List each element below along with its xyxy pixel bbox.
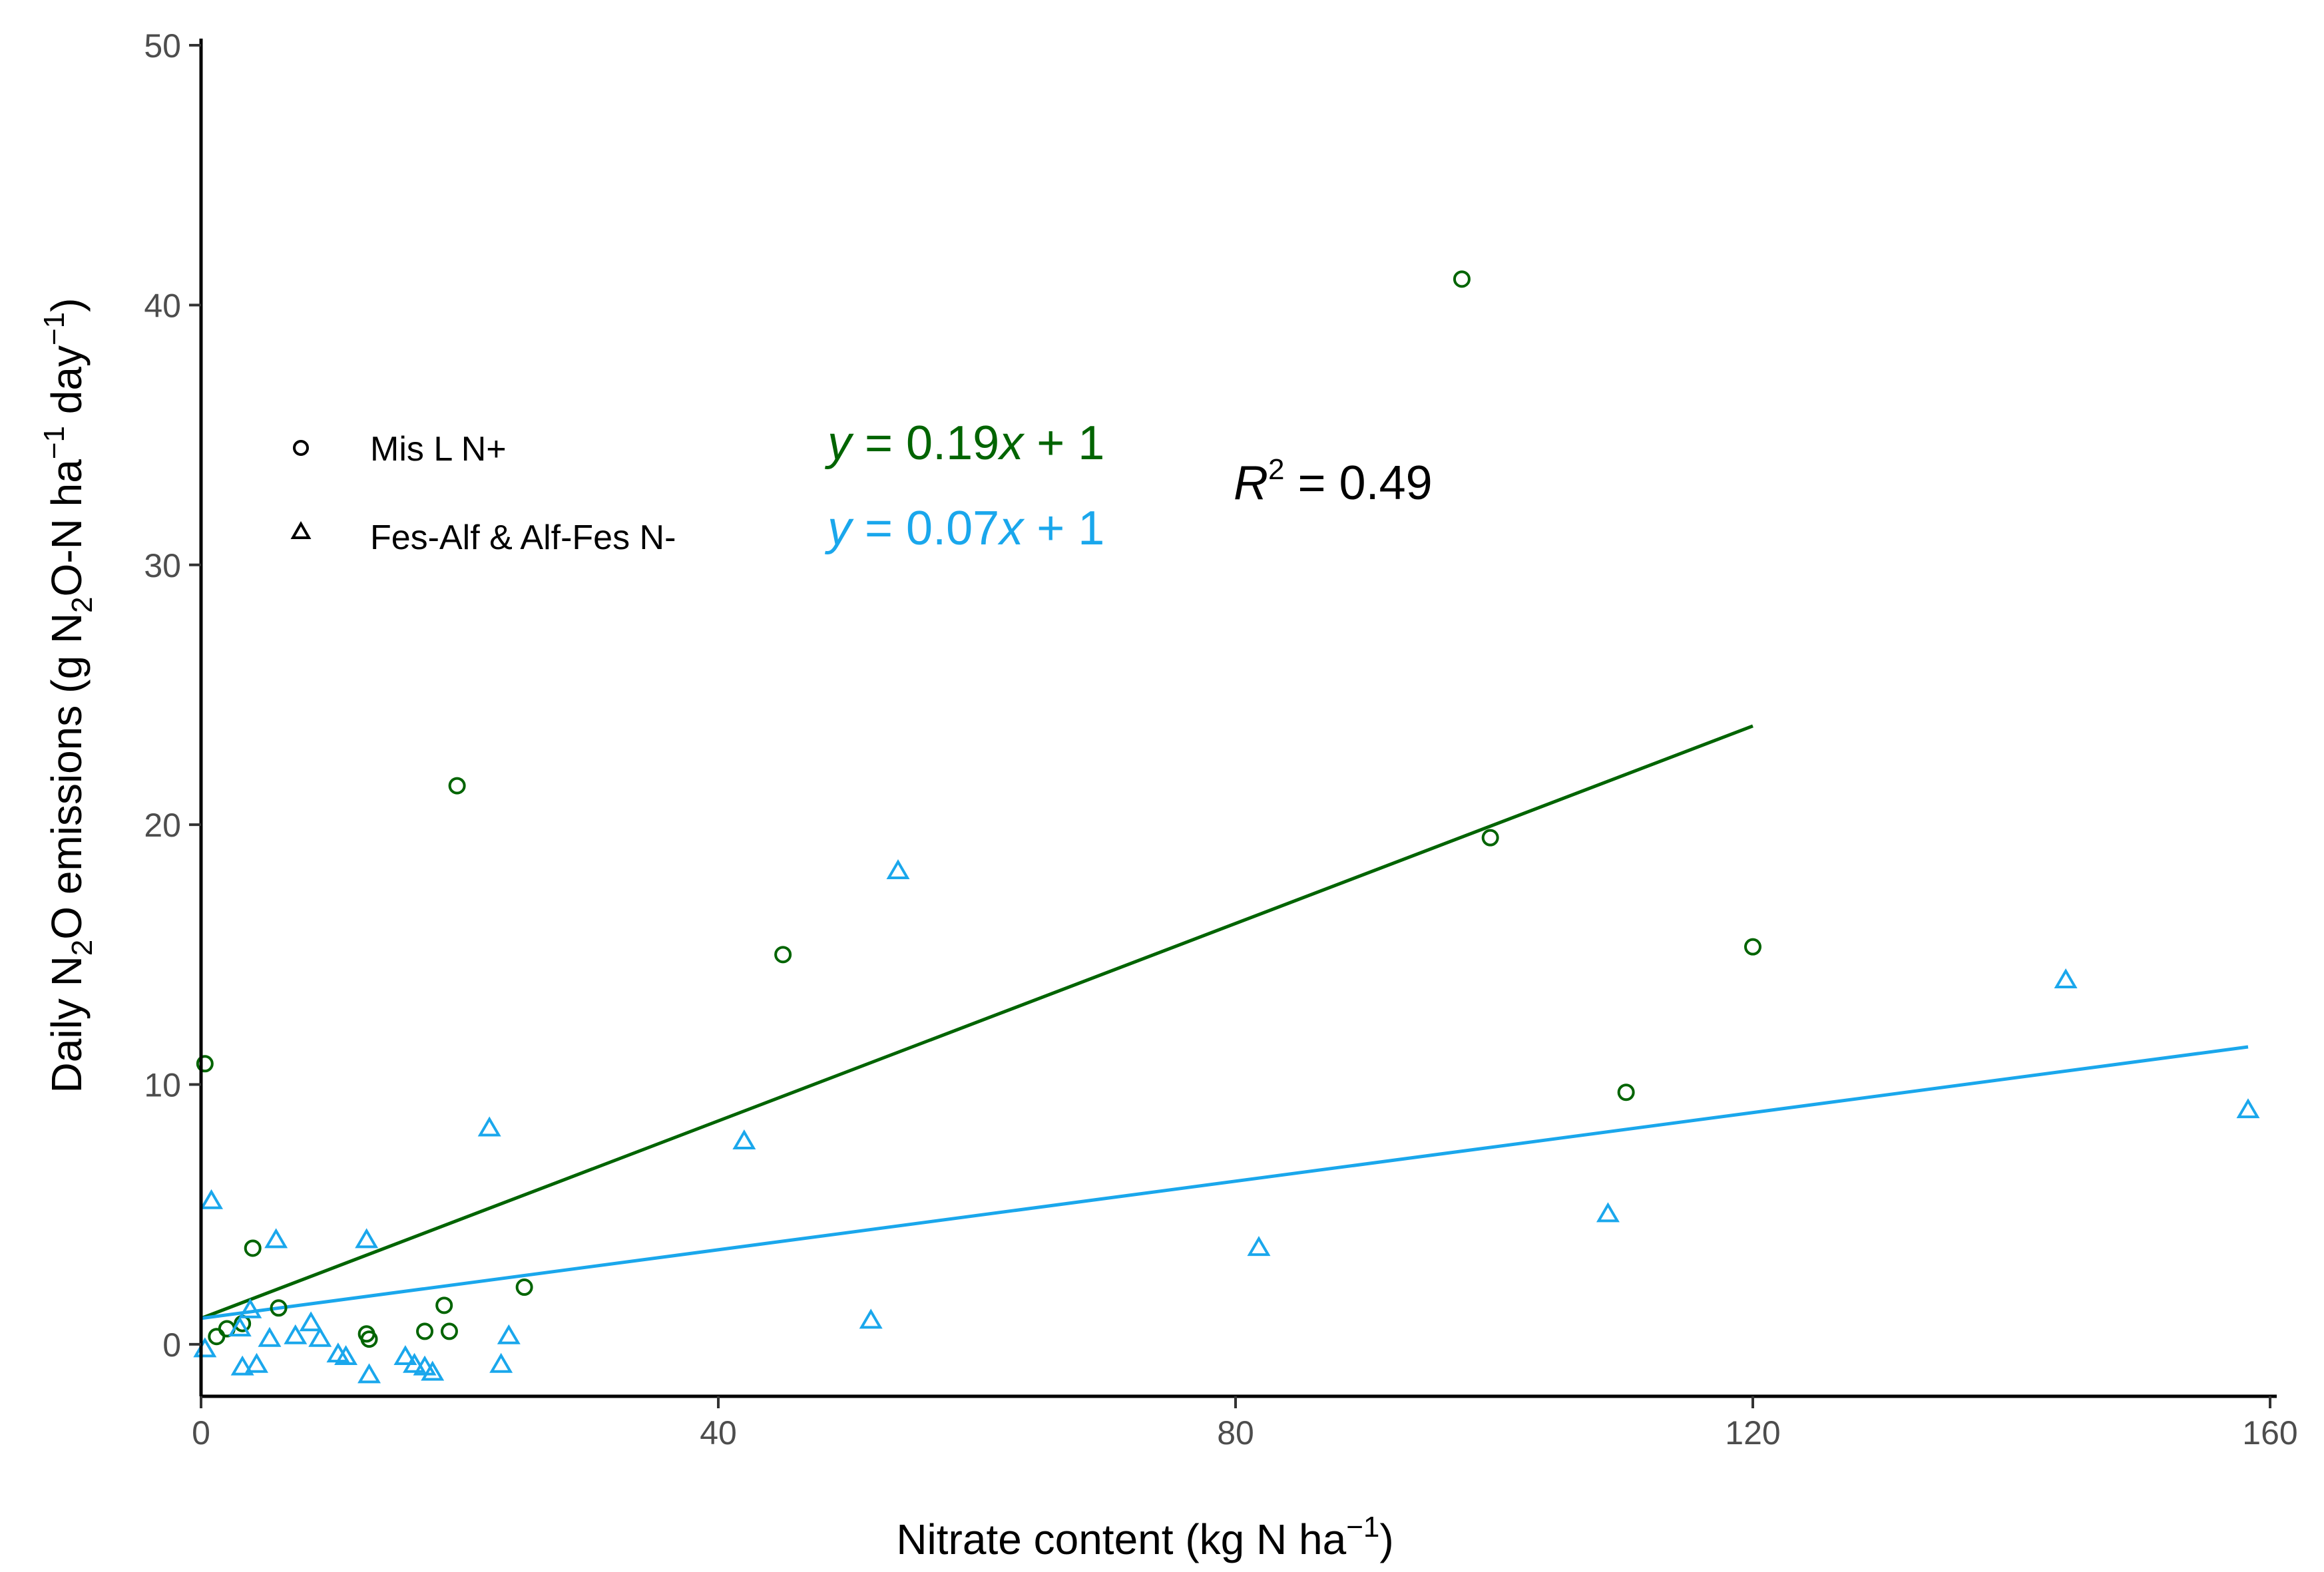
x-tick-label: 120 [1725, 1414, 1780, 1452]
data-point-triangle [403, 1352, 426, 1373]
data-point-circle [774, 946, 792, 964]
fit-line-series-1 [200, 1045, 2249, 1320]
y-tick-label: 40 [144, 287, 181, 324]
data-point-circle [1453, 270, 1471, 288]
legend-label-fes-alf: Fes-Alf & Alf-Fes N- [370, 518, 676, 557]
data-point-circle [196, 1055, 214, 1073]
data-point-circle [435, 1296, 453, 1314]
data-point-circle [1744, 938, 1761, 956]
data-point-triangle [238, 1298, 262, 1318]
x-axis-title: Nitrate content (kg N ha−1) [896, 1511, 1393, 1563]
data-point-circle [416, 1322, 434, 1340]
y-tick-label: 0 [162, 1326, 181, 1364]
data-point-triangle [245, 1352, 269, 1373]
data-point-triangle [393, 1345, 417, 1366]
data-point-circle [440, 1322, 458, 1340]
data-point-triangle [299, 1311, 323, 1332]
data-point-triangle [886, 859, 910, 880]
data-point-circle [515, 1278, 533, 1296]
x-tick-label: 0 [192, 1414, 210, 1452]
data-point-triangle [1247, 1236, 1271, 1257]
data-point-circle [244, 1239, 262, 1257]
y-tick-label: 10 [144, 1067, 181, 1104]
y-axis-title: Daily N2O emissions (g N2O-N ha−1 day−1) [38, 298, 99, 1093]
data-point-circle [1481, 829, 1499, 847]
equation-fes-alf: y = 0.07x + 1 [824, 502, 1104, 555]
axes: 0 40 80 120 160 0 10 20 30 40 50 [144, 27, 2297, 1452]
x-axis-ticks: 0 40 80 120 160 [192, 1396, 2298, 1452]
data-point-triangle [200, 1189, 224, 1209]
data-point-triangle [859, 1308, 883, 1329]
legend: Mis L N+ Fes-Alf & Alf-Fes N- [290, 430, 676, 557]
x-tick-label: 160 [2242, 1414, 2297, 1452]
data-point-triangle [284, 1324, 308, 1344]
data-point-triangle [264, 1228, 288, 1249]
data-point-triangle [355, 1228, 379, 1249]
equation-mis-l: y = 0.19x + 1 [824, 417, 1104, 470]
data-point-triangle [228, 1316, 252, 1337]
data-point-triangle [2054, 968, 2078, 988]
fit-line-series-0 [200, 724, 1753, 1320]
data-point-triangle [421, 1360, 445, 1381]
data-point-triangle [230, 1355, 254, 1376]
x-tick-label: 80 [1217, 1414, 1254, 1452]
x-tick-label: 40 [700, 1414, 737, 1452]
data-point-circle [270, 1299, 288, 1317]
data-point-circle [208, 1328, 226, 1346]
data-points [193, 270, 2260, 1384]
data-point-triangle [2236, 1098, 2260, 1119]
legend-label-mis-l: Mis L N+ [370, 430, 507, 469]
y-tick-label: 20 [144, 807, 181, 844]
legend-marker-circle [293, 440, 309, 456]
data-point-triangle [497, 1324, 521, 1344]
legend-marker-triangle [290, 520, 312, 539]
data-point-triangle [308, 1326, 332, 1347]
y-tick-label: 50 [144, 27, 181, 65]
r-squared-label: R2 = 0.49 [1234, 453, 1433, 510]
y-tick-label: 30 [144, 547, 181, 584]
data-point-circle [1617, 1083, 1635, 1101]
data-point-circle [360, 1330, 378, 1348]
data-point-triangle [732, 1129, 756, 1150]
y-axis-ticks: 0 10 20 30 40 50 [144, 27, 201, 1364]
data-point-triangle [357, 1363, 381, 1384]
data-point-triangle [258, 1326, 282, 1347]
data-point-triangle [489, 1352, 513, 1373]
data-point-triangle [477, 1116, 501, 1137]
fit-lines [200, 724, 2249, 1320]
data-point-triangle [334, 1345, 358, 1366]
data-point-circle [448, 777, 466, 795]
data-point-triangle [1596, 1202, 1620, 1223]
